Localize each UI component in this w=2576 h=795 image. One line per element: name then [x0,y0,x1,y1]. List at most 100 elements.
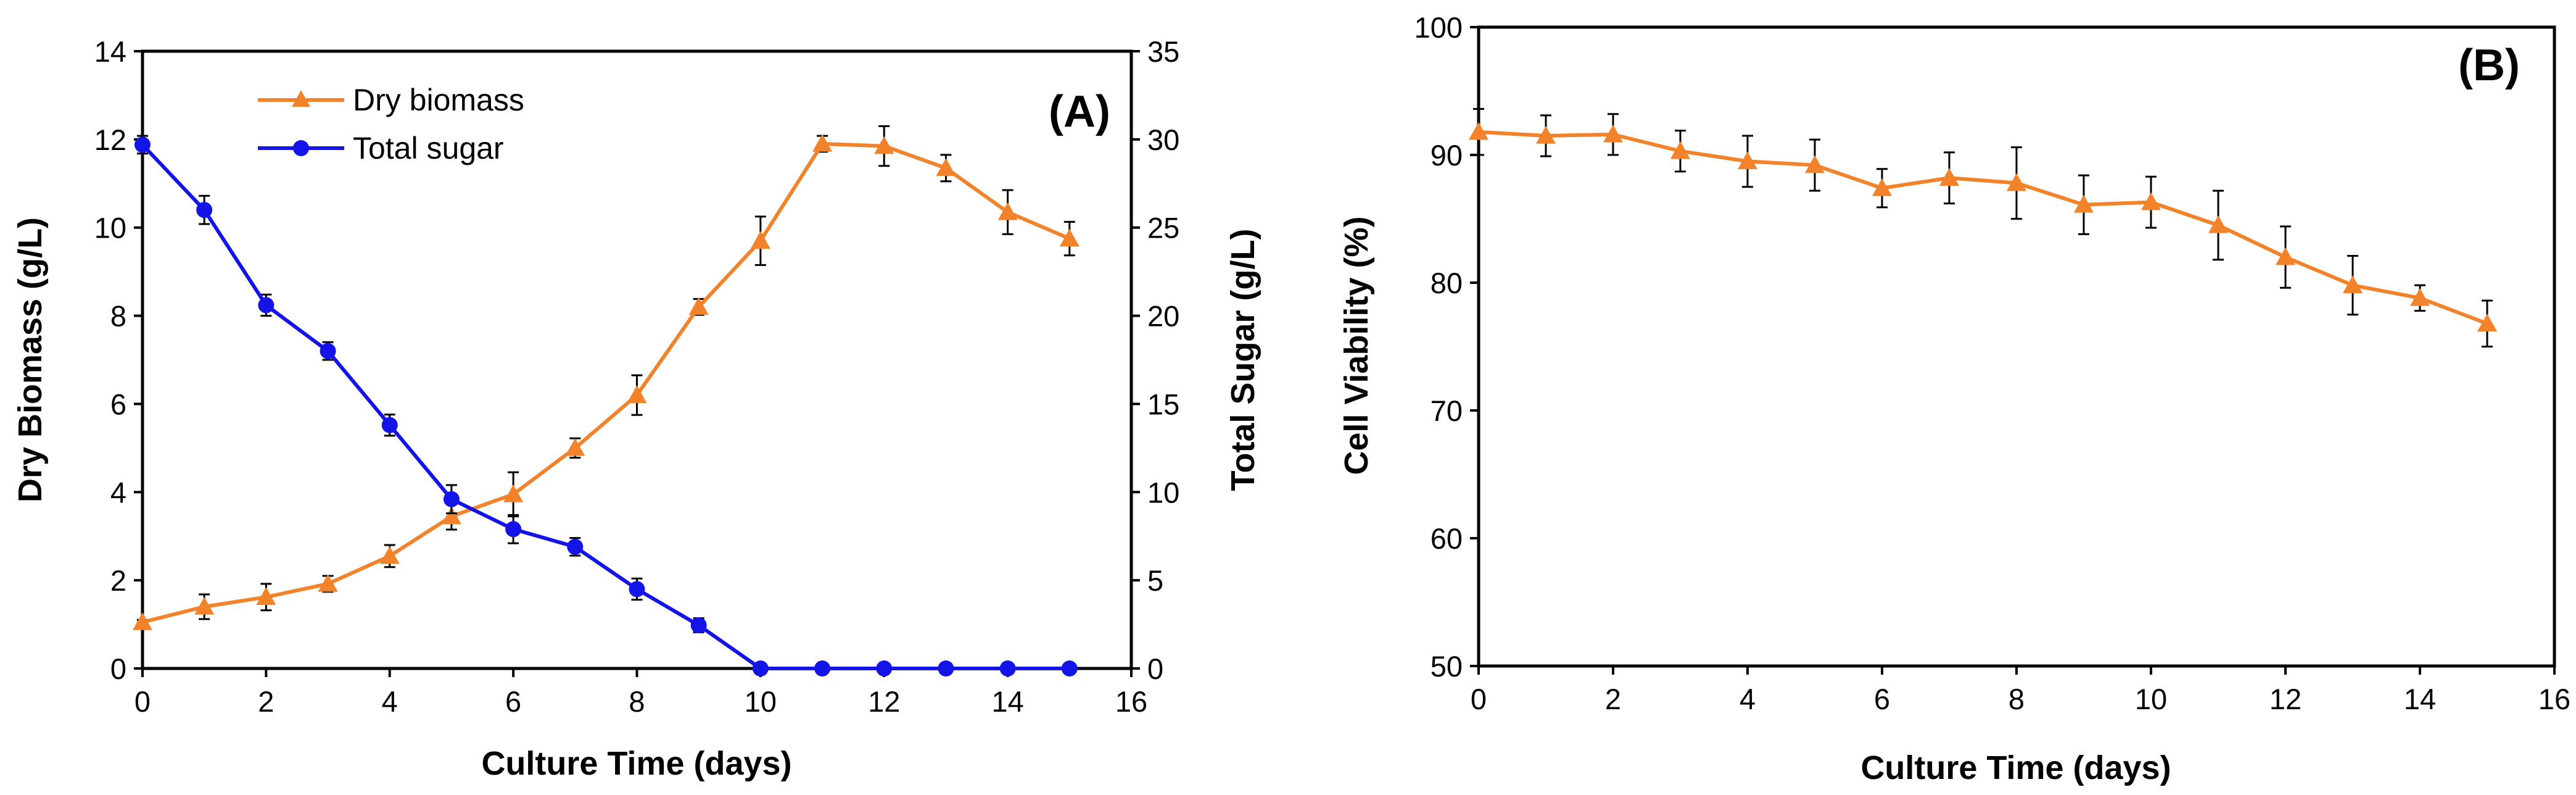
chart-a-dry-biomass-point [441,506,461,525]
chart-a-total-sugar-point [381,417,398,433]
chart-b-y-tick-label: 80 [1430,267,1463,299]
chart-a-y-tick-label: 6 [110,388,126,420]
chart-a-dry-biomass-point [256,587,276,606]
chart-b-y-tick-label: 50 [1430,650,1463,683]
chart-a-y-right-tick-label: 0 [1147,652,1163,685]
chart-a-y-tick-label: 12 [94,123,126,156]
chart-b-x-tick-label: 0 [1471,683,1487,715]
chart-a-y-right-tick-label: 5 [1147,564,1163,597]
chart-a-panel-label: (A) [1049,87,1110,136]
chart-b-cell-viability-point [2208,215,2228,233]
chart-a-total-sugar-point [752,660,769,676]
chart-b-cell-viability-point [1670,141,1690,159]
chart-a-dry-biomass-line [142,142,1070,624]
chart-a-y-right-tick-label: 20 [1147,300,1179,333]
chart-b-cell-viability-point [1738,151,1757,170]
chart-a-y-tick-label: 2 [110,564,126,597]
chart-a-dry-biomass-point [133,612,152,630]
chart-b-x-tick-label: 4 [1740,683,1756,715]
legend-dry-biomass-marker [292,90,310,107]
chart-b-x-tick-label: 10 [2135,683,2167,715]
chart-a-y-tick-label: 10 [94,212,126,244]
chart-a-x-tick-label: 8 [629,685,645,718]
chart-b-x-axis-label: Culture Time (days) [1860,749,2171,786]
chart-b-x-tick-label: 2 [1605,683,1621,715]
chart-a-x-tick-label: 0 [134,685,151,718]
chart-a-total-sugar-point [134,136,151,153]
chart-b-y-tick-label: 70 [1430,394,1463,427]
chart-a-dry-biomass-point [750,231,770,249]
chart-a-total-sugar-point [876,660,893,676]
chart-b: 0 2 4 6 8 10 12 14 16 50 60 70 80 90 100 (B) Culture … [1338,11,2570,786]
chart-a-y-right-tick-label: 25 [1147,212,1179,244]
chart-a-dry-biomass-point [936,158,956,177]
chart-b-cell-viability-point [2343,275,2363,293]
chart-a-y-axis-label-right: Total Sugar (g/L) [1224,229,1261,491]
chart-b-y-tick-label: 100 [1414,11,1463,44]
chart-a-plot-area [141,49,1133,670]
chart-b-cell-viability-point [1469,122,1488,140]
chart-b-y-tick-label: 90 [1430,139,1463,172]
chart-b-x-tick-label: 12 [2269,683,2301,715]
chart-b-cell-viability-point [1872,178,1892,196]
legend-total-sugar-label: Total sugar [353,131,504,165]
chart-a-dry-biomass-point [379,546,400,564]
chart-a-total-sugar-point [320,343,336,359]
chart-b-plot-area [1477,25,2556,668]
chart-b-x-tick-label: 14 [2404,683,2436,715]
chart-a-legend: Dry biomass Total sugar [258,83,524,165]
chart-b-y-axis-label: Cell Viability (%) [1338,216,1375,475]
chart-b-cell-viability-line [1478,130,2488,326]
chart-a-x-tick-label: 10 [745,685,777,718]
chart-b-cell-viability-point [1805,155,1825,173]
chart-a-x-tick-label: 16 [1115,685,1147,718]
chart-a: 0 2 4 6 8 10 12 14 16 0 2 4 6 8 10 12 14 0 5 10 15 20 25 30 35… [12,35,1261,782]
chart-a-y-tick-label: 14 [94,35,126,68]
chart-b-cell-viability-point [2141,192,2161,210]
chart-a-dry-biomass-point [1059,228,1080,247]
chart-a-x-tick-label: 12 [868,685,900,718]
chart-a-total-sugar-point [999,660,1016,676]
chart-a-y-tick-label: 4 [110,476,126,509]
chart-b-y-tick-label: 60 [1430,522,1463,555]
chart-a-dry-biomass-point [318,573,338,592]
chart-b-cell-viability-point [2410,288,2430,306]
chart-a-total-sugar-point [690,617,707,633]
chart-b-cell-viability-point [2007,173,2026,191]
chart-a-x-tick-label: 14 [991,685,1023,718]
chart-a-dry-biomass-point [812,134,833,152]
chart-a-y-right-tick-label: 35 [1147,35,1179,68]
chart-a-total-sugar-point [814,660,831,676]
chart-a-y-tick-label: 8 [110,300,126,333]
chart-a-dry-biomass-point [503,484,524,502]
chart-b-cell-viability-point [2074,194,2094,213]
chart-a-x-tick-label: 6 [505,685,521,718]
chart-b-x-tick-label: 6 [1874,683,1890,715]
chart-a-x-tick-label: 4 [382,685,398,718]
legend-dry-biomass-label: Dry biomass [353,83,524,117]
chart-a-total-sugar-point [196,202,213,219]
chart-a-total-sugar-point [443,491,460,507]
chart-b-cell-viability-point [1536,125,1556,144]
chart-b-cell-viability-point [2276,247,2295,265]
chart-a-total-sugar-point [505,521,522,538]
chart-a-total-sugar-point [1061,660,1078,676]
chart-a-total-sugar-point [938,660,954,676]
chart-b-panel-label: (B) [2458,41,2520,90]
chart-a-y-right-tick-label: 30 [1147,123,1179,156]
chart-b-x-tick-label: 8 [2008,683,2025,715]
chart-b-x-tick-label: 16 [2538,683,2570,715]
chart-a-y-right-tick-label: 10 [1147,476,1179,509]
chart-b-cell-viability-point [1603,124,1623,143]
chart-a-dry-biomass-point [997,202,1018,220]
chart-a-dry-biomass-point [194,597,215,615]
chart-a-total-sugar-point [629,581,645,597]
chart-a-dry-biomass-point [565,438,585,456]
legend-total-sugar-marker [293,140,309,156]
chart-a-y-right-tick-label: 15 [1147,388,1179,420]
chart-a-dry-biomass-point [874,136,894,154]
chart-a-total-sugar-line [141,143,1070,670]
chart-a-total-sugar-point [258,297,275,314]
chart-a-total-sugar-point [567,538,584,555]
